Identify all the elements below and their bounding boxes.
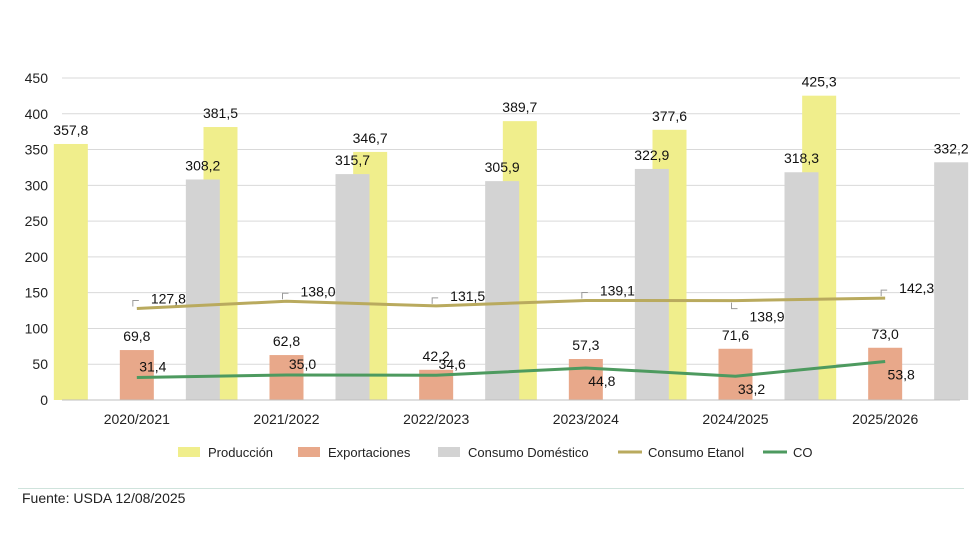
y-tick-label: 400 xyxy=(25,106,49,122)
x-tick-label: 2024/2025 xyxy=(702,411,768,427)
y-tick-label: 0 xyxy=(40,392,48,408)
bar-Consumo Doméstico xyxy=(634,168,669,400)
line-CO xyxy=(136,360,886,380)
data-label-Producción: 346,7 xyxy=(353,130,388,146)
data-label-Consumo Doméstico: 322,9 xyxy=(634,147,669,163)
y-tick-label: 350 xyxy=(25,142,49,158)
data-label-Exportaciones: 42,2 xyxy=(423,348,450,364)
data-label-Consumo Etanol: 139,1 xyxy=(600,282,635,298)
bar-Exportaciones xyxy=(119,350,154,400)
data-label-Producción: 357,8 xyxy=(53,122,88,138)
legend-swatch-Exportaciones xyxy=(298,447,320,457)
x-tick-label: 2020/2021 xyxy=(104,411,170,427)
data-label-Consumo Doméstico: 318,3 xyxy=(784,150,819,166)
x-tick-label: 2023/2024 xyxy=(553,411,619,427)
data-label-Exportaciones: 62,8 xyxy=(273,333,300,349)
bar-Consumo Doméstico xyxy=(485,181,520,400)
data-label-CO: 31,4 xyxy=(139,359,166,375)
data-label-CO: 33,2 xyxy=(738,381,765,397)
leader-mark xyxy=(431,297,439,304)
legend-label-CO: CO xyxy=(793,445,813,460)
data-label-Producción: 381,5 xyxy=(203,105,238,121)
y-tick-label: 200 xyxy=(25,249,49,265)
legend-label-Consumo Doméstico: Consumo Doméstico xyxy=(468,445,589,460)
bar-Consumo Doméstico xyxy=(934,162,969,400)
y-tick-label: 300 xyxy=(25,177,49,193)
data-label-Producción: 377,6 xyxy=(652,108,687,124)
bar-Consumo Doméstico xyxy=(784,172,819,400)
bar-Producción xyxy=(53,143,88,400)
bar-Consumo Doméstico xyxy=(335,174,370,400)
leader-mark xyxy=(132,300,139,307)
bar-Exportaciones xyxy=(868,347,903,400)
leader-mark xyxy=(731,302,738,310)
data-label-Consumo Etanol: 138,0 xyxy=(301,283,336,299)
bar-Consumo Doméstico xyxy=(185,179,220,400)
data-label-Exportaciones: 69,8 xyxy=(123,328,150,344)
bar-Exportaciones xyxy=(269,355,304,400)
data-label-Producción: 425,3 xyxy=(802,74,837,90)
legend: Producción Exportaciones Consumo Doméstico… xyxy=(178,445,813,460)
data-label-CO: 44,8 xyxy=(588,373,615,389)
x-tick-label: 2021/2022 xyxy=(253,411,319,427)
x-tick-label: 2025/2026 xyxy=(852,411,918,427)
leader-mark xyxy=(282,292,289,300)
data-label-Consumo Etanol: 138,9 xyxy=(750,309,785,325)
source-divider xyxy=(18,488,964,489)
data-label-Consumo Doméstico: 315,7 xyxy=(335,152,370,168)
data-label-Consumo Etanol: 127,8 xyxy=(151,291,186,307)
data-label-Consumo Doméstico: 305,9 xyxy=(485,159,520,175)
data-label-Producción: 389,7 xyxy=(502,99,537,115)
data-label-Exportaciones: 73,0 xyxy=(872,326,899,342)
y-tick-label: 150 xyxy=(25,285,49,301)
x-axis: 2020/2021 2021/2022 2022/2023 2023/2024 2024… xyxy=(62,399,960,427)
y-tick-label: 250 xyxy=(25,213,49,229)
leader-mark xyxy=(880,289,888,297)
data-label-Consumo Etanol: 131,5 xyxy=(450,288,485,304)
y-tick-label: 50 xyxy=(32,356,48,372)
line-Consumo Etanol xyxy=(136,296,886,311)
y-tick-label: 450 xyxy=(25,70,49,86)
data-labels: 357,8 381,5 346,7 389,7 377,6 425,3 69,8 62,8 42… xyxy=(53,74,969,398)
legend-swatch-Consumo Doméstico xyxy=(438,447,460,457)
data-label-Exportaciones: 71,6 xyxy=(722,327,749,343)
data-label-Consumo Doméstico: 332,2 xyxy=(934,140,969,156)
data-label-Consumo Doméstico: 308,2 xyxy=(185,157,220,173)
source-note: Fuente: USDA 12/08/2025 xyxy=(22,490,186,506)
y-axis: 0 50 100 150 200 250 300 350 400 450 xyxy=(25,70,49,408)
chart: 0 50 100 150 200 250 300 350 400 450 357,8 381,5 34… xyxy=(25,70,969,460)
data-label-CO: 35,0 xyxy=(289,356,316,372)
data-label-Consumo Etanol: 142,3 xyxy=(899,280,934,296)
bar-Exportaciones xyxy=(568,358,603,400)
legend-label-Exportaciones: Exportaciones xyxy=(328,445,411,460)
leader-mark xyxy=(581,291,588,299)
lines xyxy=(136,296,886,380)
y-tick-label: 100 xyxy=(25,320,49,336)
legend-swatch-Producción xyxy=(178,447,200,457)
data-label-CO: 53,8 xyxy=(888,367,915,383)
bars xyxy=(53,95,969,401)
x-tick-label: 2022/2023 xyxy=(403,411,469,427)
legend-label-Consumo Etanol: Consumo Etanol xyxy=(648,445,744,460)
data-label-CO: 34,6 xyxy=(439,356,466,372)
legend-label-Producción: Producción xyxy=(208,445,273,460)
data-label-Exportaciones: 57,3 xyxy=(572,337,599,353)
